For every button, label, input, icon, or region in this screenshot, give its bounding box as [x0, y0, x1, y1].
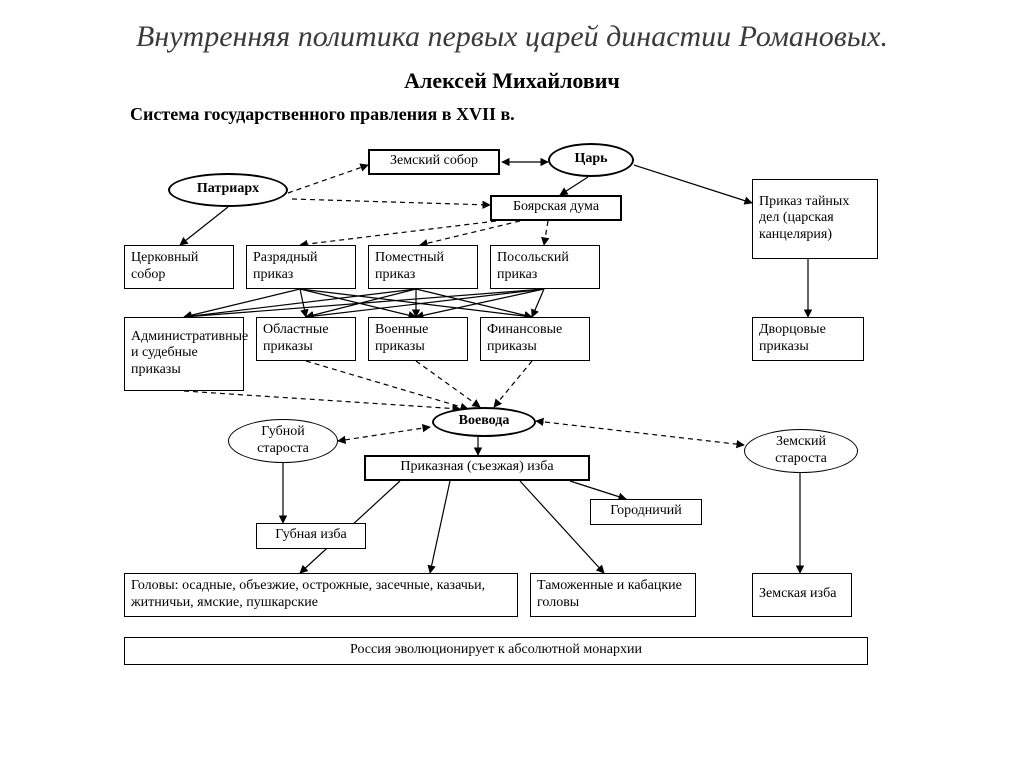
diagram-stage: Царь Патриарх Земский собор Боярская дума Пр… — [0, 129, 1024, 689]
edge-18 — [306, 289, 544, 317]
node-prikaz_tain: Приказ тайных дел (царская канцелярия) — [752, 179, 878, 259]
node-finans: Финансовые приказы — [480, 317, 590, 361]
node-patriarch: Патриарх — [168, 173, 288, 207]
edge-9 — [184, 289, 300, 317]
node-bottom: Россия эволюционирует к абсолютной монар… — [124, 637, 868, 665]
edge-7 — [420, 221, 520, 245]
node-dvorts: Дворцовые приказы — [752, 317, 864, 361]
node-pomest: Поместный приказ — [368, 245, 478, 289]
edge-17 — [184, 289, 544, 317]
edge-12 — [300, 289, 532, 317]
edge-2 — [634, 165, 752, 203]
edge-29 — [536, 421, 744, 445]
edge-16 — [416, 289, 532, 317]
node-gorodnich: Городничий — [590, 499, 702, 525]
edge-1 — [560, 177, 588, 195]
edge-19 — [416, 289, 544, 317]
node-church_sobor: Церковный собор — [124, 245, 234, 289]
node-tsar: Царь — [548, 143, 634, 177]
node-voevoda: Воевода — [432, 407, 536, 437]
edge-22 — [184, 391, 460, 409]
edge-27 — [338, 427, 430, 441]
edge-4 — [292, 199, 490, 205]
edge-11 — [300, 289, 416, 317]
node-golovy: Головы: осадные, объезжие, острожные, за… — [124, 573, 518, 617]
node-voen: Военные приказы — [368, 317, 468, 361]
node-zemsky_sobor: Земский собор — [368, 149, 500, 175]
edge-33 — [570, 481, 626, 499]
edge-13 — [184, 289, 416, 317]
node-boyar_duma: Боярская дума — [490, 195, 622, 221]
node-prikaz_izba: Приказная (съезжая) изба — [364, 455, 590, 481]
node-oblast: Областные приказы — [256, 317, 356, 361]
node-admin: Административные и судебные приказы — [124, 317, 244, 391]
edge-31 — [430, 481, 450, 573]
edge-8 — [544, 221, 548, 245]
node-razryad: Разрядный приказ — [246, 245, 356, 289]
node-zem_izba: Земская изба — [752, 573, 852, 617]
node-tamozh: Таможенные и кабацкие головы — [530, 573, 696, 617]
node-gub_izba: Губная изба — [256, 523, 366, 549]
node-gub_starosta: Губной староста — [228, 419, 338, 463]
edge-5 — [180, 207, 228, 245]
edge-25 — [494, 361, 532, 407]
edge-24 — [416, 361, 480, 407]
diagram-title: Система государственного правления в XVI… — [130, 104, 1024, 125]
edge-32 — [520, 481, 604, 573]
edge-6 — [300, 221, 496, 245]
node-posol: Посольский приказ — [490, 245, 600, 289]
subtitle: Алексей Михайлович — [0, 68, 1024, 94]
page-title: Внутренняя политика первых царей династи… — [0, 0, 1024, 62]
edge-10 — [300, 289, 306, 317]
edge-23 — [306, 361, 468, 409]
edge-3 — [288, 165, 368, 193]
edge-20 — [532, 289, 544, 317]
edge-14 — [306, 289, 416, 317]
node-zem_starosta: Земский староста — [744, 429, 858, 473]
